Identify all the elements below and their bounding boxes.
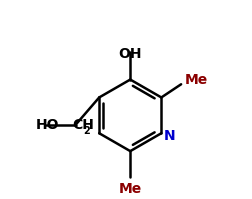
Text: Me: Me bbox=[118, 182, 141, 196]
Text: N: N bbox=[164, 129, 175, 143]
Text: CH: CH bbox=[72, 118, 93, 132]
Text: HO: HO bbox=[36, 118, 59, 132]
Text: 2: 2 bbox=[82, 126, 89, 136]
Text: OH: OH bbox=[118, 47, 141, 60]
Text: Me: Me bbox=[184, 73, 207, 88]
